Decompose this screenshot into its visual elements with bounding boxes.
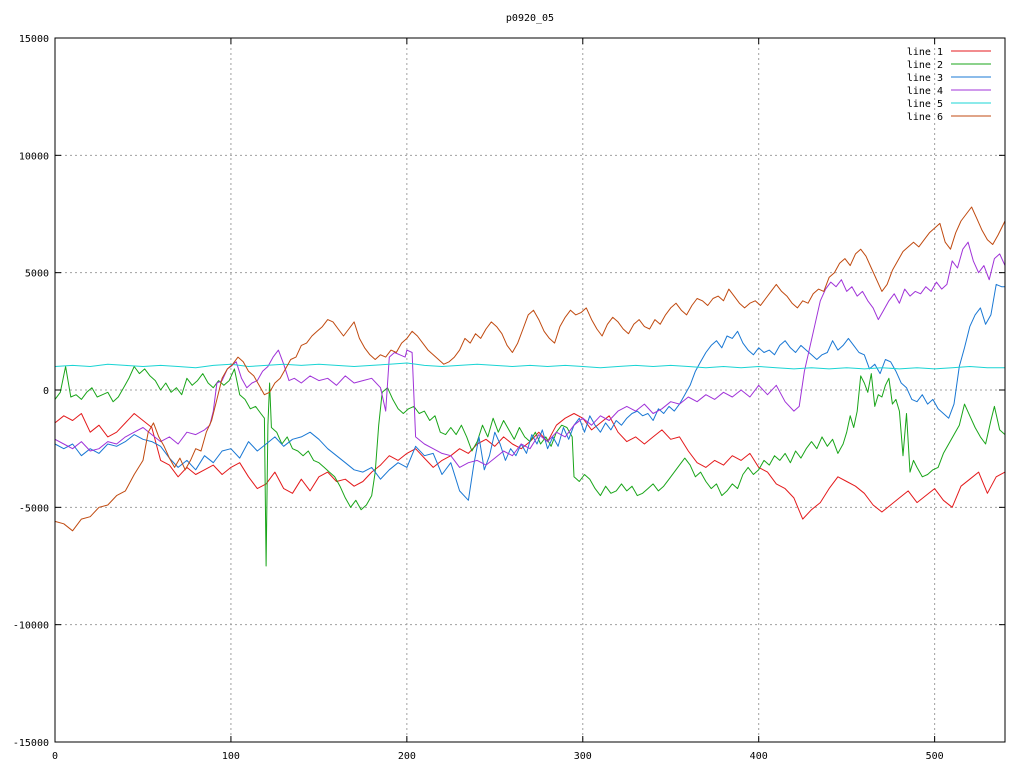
series-line-6 (54, 206, 1006, 532)
x-tick-label: 0 (52, 751, 58, 762)
x-tick-label: 400 (750, 751, 768, 762)
legend-label: line 2 (907, 60, 943, 71)
legend: line 1 line 2 line 3 line 4 line 5 line 6 (907, 47, 991, 123)
x-tick-label: 200 (398, 751, 416, 762)
y-tick-label: 0 (43, 386, 49, 397)
tick-layer: 0 100 200 300 400 500 -15000 -10000 -5000 0 5000 10… (13, 34, 1005, 762)
y-tick-label: 15000 (19, 34, 49, 45)
series-line-3 (54, 283, 1005, 501)
x-tick-label: 300 (574, 751, 592, 762)
grid-layer (55, 38, 1005, 742)
legend-label: line 1 (907, 47, 943, 58)
series-line-5 (54, 362, 1005, 370)
y-tick-label: -15000 (13, 738, 49, 749)
y-tick-label: -10000 (13, 621, 49, 632)
legend-label: line 6 (907, 112, 943, 123)
y-tick-label: -5000 (19, 503, 49, 514)
legend-label: line 4 (907, 86, 943, 97)
legend-label: line 3 (907, 73, 943, 84)
y-tick-label: 10000 (19, 151, 49, 162)
y-tick-label: 5000 (25, 269, 49, 280)
series-layer (54, 206, 1006, 567)
legend-label: line 5 (907, 99, 943, 110)
x-tick-label: 100 (222, 751, 240, 762)
x-tick-label: 500 (926, 751, 944, 762)
series-line-2 (54, 366, 1006, 567)
chart-title: p0920_05 (506, 13, 554, 24)
